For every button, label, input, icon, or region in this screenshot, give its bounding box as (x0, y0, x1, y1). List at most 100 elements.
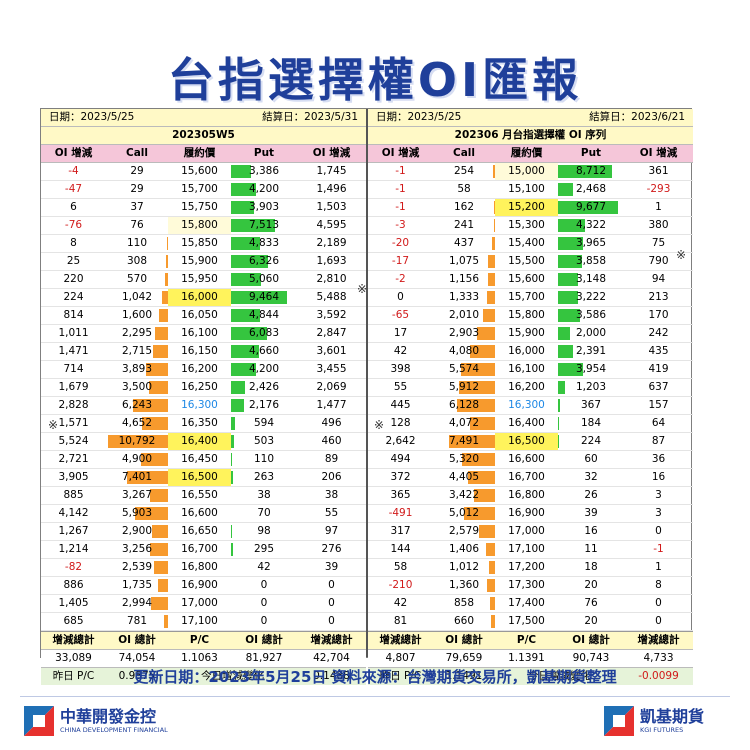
cell-value: 7,401 (121, 471, 153, 483)
table-cell: 42 (368, 595, 433, 612)
column-header: Call (126, 147, 148, 159)
table-cell: 9,464 (231, 289, 297, 306)
cell-value: 32 (584, 471, 598, 483)
table-cell: 503 (231, 433, 297, 450)
panel-title: 202305W5 (41, 127, 366, 145)
cell-value: 15,400 (508, 237, 545, 249)
cell-value: 4,405 (448, 471, 480, 483)
cell-value: 4,322 (575, 219, 607, 231)
table-cell: 1,203 (558, 379, 624, 396)
cell-value: 6,326 (248, 255, 280, 267)
table-cell: 8,712 (558, 163, 624, 180)
cell-value: 16 (584, 525, 598, 537)
table-cell: 398 (368, 361, 433, 378)
table-cell: 15,200 (495, 199, 558, 216)
call-bar (474, 489, 495, 502)
cell-value: 2,579 (448, 525, 480, 537)
cell-value: 206 (321, 471, 342, 483)
cell-value: 16,550 (181, 489, 218, 501)
table-cell: 0 (624, 595, 693, 612)
put-bar (231, 453, 232, 466)
marker-right-put: ※ (676, 248, 687, 262)
table-row: -1 254 15,000 8,712 361 (368, 163, 693, 181)
table-cell: 1,012 (433, 559, 495, 576)
logo-left-sub: CHINA DEVELOPMENT FINANCIAL (60, 725, 168, 734)
put-bar (231, 309, 260, 322)
table-cell: 0 (297, 595, 366, 612)
table-cell: 6 (41, 199, 106, 216)
cell-value: 16,250 (181, 381, 218, 393)
table-cell: 3,455 (297, 361, 366, 378)
table-cell: 1,214 (41, 541, 106, 558)
table-cell: 3 (624, 505, 693, 522)
table-cell: 6,326 (231, 253, 297, 270)
table-row: 220 570 15,950 5,060 2,810 (41, 271, 366, 289)
table-cell: 4,595 (297, 217, 366, 234)
cell-value: 15,200 (508, 201, 545, 213)
table-cell: 17,100 (495, 541, 558, 558)
cell-value: 36 (651, 453, 666, 465)
panel-title: 202306 月台指選擇權 OI 序列 (368, 127, 693, 145)
table-cell: -293 (624, 181, 693, 198)
cell-value: 3,903 (248, 201, 280, 213)
table-cell: 15,400 (495, 235, 558, 252)
change-value: 0.1488 (313, 670, 350, 682)
cell-value: 435 (648, 345, 669, 357)
call-bar (490, 597, 495, 610)
table-cell: 1,693 (297, 253, 366, 270)
cell-value: 3,905 (58, 471, 89, 483)
table-row: -76 76 15,800 7,513 4,595 (41, 217, 366, 235)
table-cell: 18 (558, 559, 624, 576)
table-row: 0 1,333 15,700 3,222 213 (368, 289, 693, 307)
cell-value: 42 (393, 345, 408, 357)
cell-value: 3,965 (575, 237, 607, 249)
table-cell: 16,600 (495, 451, 558, 468)
table-cell: 38 (297, 487, 366, 504)
table-cell: 128 (368, 415, 433, 432)
table-cell: 2,810 (297, 271, 366, 288)
call-bar (477, 327, 495, 340)
cell-value: 17,100 (508, 543, 545, 555)
cell-value: 3,256 (121, 543, 153, 555)
cell-value: 16,350 (181, 417, 218, 429)
table-row: -491 5,012 16,900 39 3 (368, 505, 693, 523)
table-cell: 16,800 (168, 559, 231, 576)
table-cell: 419 (624, 361, 693, 378)
summary-value: 81,927 (245, 652, 283, 664)
cell-value: 20 (584, 615, 598, 627)
cell-value: 2,010 (448, 309, 480, 321)
cell-value: 110 (126, 237, 148, 249)
cell-value: 15,600 (508, 273, 545, 285)
table-row: 1,405 2,994 17,000 0 0 (41, 595, 366, 613)
table-cell: 594 (231, 415, 297, 432)
put-bar (558, 237, 583, 250)
table-row: 365 3,422 16,800 26 3 (368, 487, 693, 505)
table-cell: 1,267 (41, 523, 106, 540)
cell-value: 29 (130, 183, 144, 195)
table-cell: 1,042 (106, 289, 168, 306)
cell-value: 3,455 (316, 363, 347, 375)
cell-value: 15,800 (508, 309, 545, 321)
header-row: OI 增減 Call 履約價 Put OI 增減 (41, 145, 366, 163)
table-cell: 36 (624, 451, 693, 468)
table-cell: 5,012 (433, 505, 495, 522)
cell-value: -293 (646, 183, 671, 195)
column-header: OI 增減 (54, 147, 93, 159)
table-cell: 16,650 (168, 523, 231, 540)
cell-value: 2,721 (58, 453, 89, 465)
cell-value: 15,900 (508, 327, 545, 339)
cell-value: 15,600 (181, 165, 218, 177)
cell-value: 419 (648, 363, 669, 375)
column-header: Put (580, 147, 602, 159)
table-cell: 17,200 (495, 559, 558, 576)
table-cell: 2,189 (297, 235, 366, 252)
cell-value: 76 (130, 219, 144, 231)
call-bar (487, 579, 495, 592)
table-cell: 42 (231, 559, 297, 576)
table-cell: 3,592 (297, 307, 366, 324)
table-cell: 16,250 (168, 379, 231, 396)
table-cell: 9,677 (558, 199, 624, 216)
table-cell: 2,000 (558, 325, 624, 342)
cell-value: 16,050 (181, 309, 218, 321)
cell-value: 144 (390, 543, 411, 555)
